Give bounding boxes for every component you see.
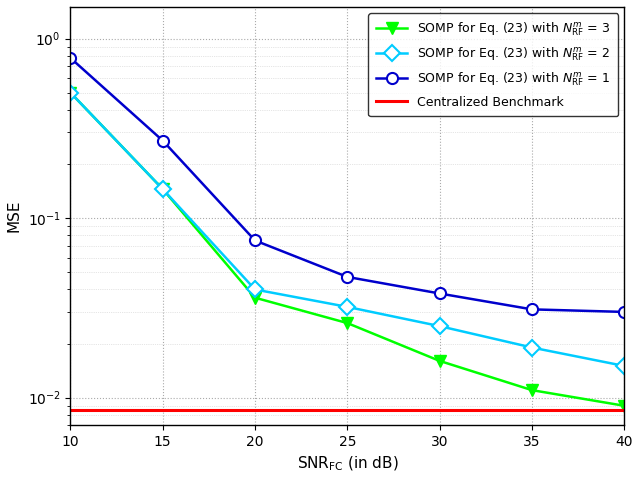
SOMP for Eq. (23) with $N_{\mathrm{RF}}^{m}$ = 3 xyxy=(620,403,628,408)
SOMP for Eq. (23) with $N_{\mathrm{RF}}^{m}$ = 1 xyxy=(159,138,166,144)
SOMP for Eq. (23) with $N_{\mathrm{RF}}^{m}$ = 3 xyxy=(436,358,444,364)
Line: SOMP for Eq. (23) with $N_{\mathrm{RF}}^{m}$ = 1: SOMP for Eq. (23) with $N_{\mathrm{RF}}^… xyxy=(65,52,630,317)
SOMP for Eq. (23) with $N_{\mathrm{RF}}^{m}$ = 1 xyxy=(251,238,259,243)
SOMP for Eq. (23) with $N_{\mathrm{RF}}^{m}$ = 3 xyxy=(67,90,74,96)
SOMP for Eq. (23) with $N_{\mathrm{RF}}^{m}$ = 1 xyxy=(528,307,536,312)
Y-axis label: MSE: MSE xyxy=(7,200,22,232)
SOMP for Eq. (23) with $N_{\mathrm{RF}}^{m}$ = 1 xyxy=(620,309,628,315)
SOMP for Eq. (23) with $N_{\mathrm{RF}}^{m}$ = 2 xyxy=(620,363,628,369)
SOMP for Eq. (23) with $N_{\mathrm{RF}}^{m}$ = 2 xyxy=(344,304,351,310)
SOMP for Eq. (23) with $N_{\mathrm{RF}}^{m}$ = 3 xyxy=(251,295,259,300)
SOMP for Eq. (23) with $N_{\mathrm{RF}}^{m}$ = 1 xyxy=(67,55,74,61)
Line: SOMP for Eq. (23) with $N_{\mathrm{RF}}^{m}$ = 3: SOMP for Eq. (23) with $N_{\mathrm{RF}}^… xyxy=(64,86,630,412)
SOMP for Eq. (23) with $N_{\mathrm{RF}}^{m}$ = 3 xyxy=(159,186,166,192)
SOMP for Eq. (23) with $N_{\mathrm{RF}}^{m}$ = 3 xyxy=(344,320,351,326)
SOMP for Eq. (23) with $N_{\mathrm{RF}}^{m}$ = 2 xyxy=(67,90,74,96)
SOMP for Eq. (23) with $N_{\mathrm{RF}}^{m}$ = 1 xyxy=(436,290,444,296)
SOMP for Eq. (23) with $N_{\mathrm{RF}}^{m}$ = 3 xyxy=(528,387,536,393)
Line: SOMP for Eq. (23) with $N_{\mathrm{RF}}^{m}$ = 2: SOMP for Eq. (23) with $N_{\mathrm{RF}}^… xyxy=(65,87,630,372)
SOMP for Eq. (23) with $N_{\mathrm{RF}}^{m}$ = 1 xyxy=(344,274,351,280)
X-axis label: SNR$_{\mathrm{FC}}$ (in dB): SNR$_{\mathrm{FC}}$ (in dB) xyxy=(296,455,398,473)
SOMP for Eq. (23) with $N_{\mathrm{RF}}^{m}$ = 2 xyxy=(436,323,444,329)
SOMP for Eq. (23) with $N_{\mathrm{RF}}^{m}$ = 2 xyxy=(528,345,536,350)
SOMP for Eq. (23) with $N_{\mathrm{RF}}^{m}$ = 2 xyxy=(251,287,259,292)
Legend: SOMP for Eq. (23) with $N_{\mathrm{RF}}^{m}$ = 3, SOMP for Eq. (23) with $N_{\ma: SOMP for Eq. (23) with $N_{\mathrm{RF}}^… xyxy=(369,13,618,116)
SOMP for Eq. (23) with $N_{\mathrm{RF}}^{m}$ = 2 xyxy=(159,186,166,192)
